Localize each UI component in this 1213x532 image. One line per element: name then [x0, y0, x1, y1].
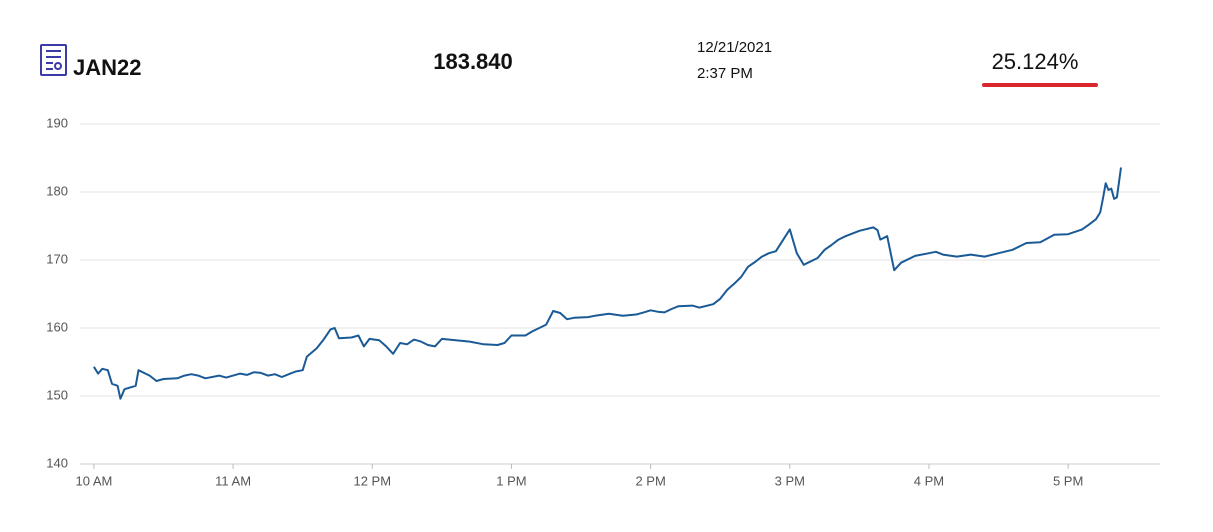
y-tick-label: 190	[46, 115, 68, 130]
price: 183.840	[433, 49, 513, 74]
y-tick-label: 170	[46, 251, 68, 266]
date: 12/21/2021	[697, 39, 772, 56]
symbol: JAN22	[73, 55, 141, 80]
y-tick-label: 140	[46, 455, 68, 470]
y-tick-label: 160	[46, 319, 68, 334]
price-line	[93, 167, 1122, 400]
x-tick-label: 5 PM	[1053, 473, 1083, 488]
x-tick-label: 2 PM	[635, 473, 665, 488]
change: 25.124%	[992, 49, 1079, 74]
x-tick-label: 10 AM	[75, 473, 112, 488]
x-tick-label: 3 PM	[775, 473, 805, 488]
y-tick-label: 180	[46, 183, 68, 198]
y-tick-label: 150	[46, 387, 68, 402]
time: 2:37 PM	[697, 65, 753, 82]
x-tick-label: 12 PM	[353, 473, 391, 488]
x-tick-label: 11 AM	[215, 473, 251, 488]
x-tick-label: 1 PM	[496, 473, 526, 488]
x-tick-label: 4 PM	[914, 473, 944, 488]
symbol-icon	[40, 44, 67, 76]
